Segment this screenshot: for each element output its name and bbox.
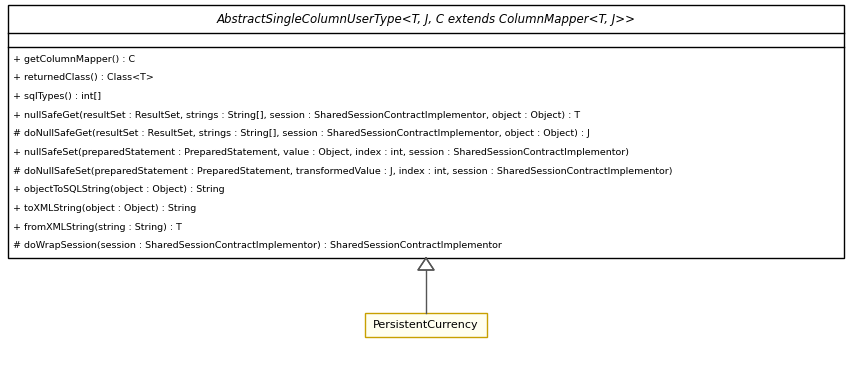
Text: # doNullSafeSet(preparedStatement : PreparedStatement, transformedValue : J, ind: # doNullSafeSet(preparedStatement : Prep… [13,167,672,176]
Bar [8,5,844,258]
Text: + objectToSQLString(object : Object) : String: + objectToSQLString(object : Object) : S… [13,185,225,195]
Text: + fromXMLString(string : String) : T: + fromXMLString(string : String) : T [13,223,181,232]
Text: + returnedClass() : Class<T>: + returnedClass() : Class<T> [13,73,154,82]
Polygon shape [418,258,434,270]
Bar [365,313,487,337]
Text: # doWrapSession(session : SharedSessionContractImplementor) : SharedSessionContr: # doWrapSession(session : SharedSessionC… [13,241,502,250]
Text: + toXMLString(object : Object) : String: + toXMLString(object : Object) : String [13,204,196,213]
Text: PersistentCurrency: PersistentCurrency [373,320,479,330]
Text: + nullSafeGet(resultSet : ResultSet, strings : String[], session : SharedSession: + nullSafeGet(resultSet : ResultSet, str… [13,111,580,120]
Text: + getColumnMapper() : C: + getColumnMapper() : C [13,55,135,63]
Text: # doNullSafeGet(resultSet : ResultSet, strings : String[], session : SharedSessi: # doNullSafeGet(resultSet : ResultSet, s… [13,129,590,138]
Text: AbstractSingleColumnUserType<T, J, C extends ColumnMapper<T, J>>: AbstractSingleColumnUserType<T, J, C ext… [216,12,636,25]
Text: + sqlTypes() : int[]: + sqlTypes() : int[] [13,92,101,101]
Text: + nullSafeSet(preparedStatement : PreparedStatement, value : Object, index : int: + nullSafeSet(preparedStatement : Prepar… [13,148,629,157]
